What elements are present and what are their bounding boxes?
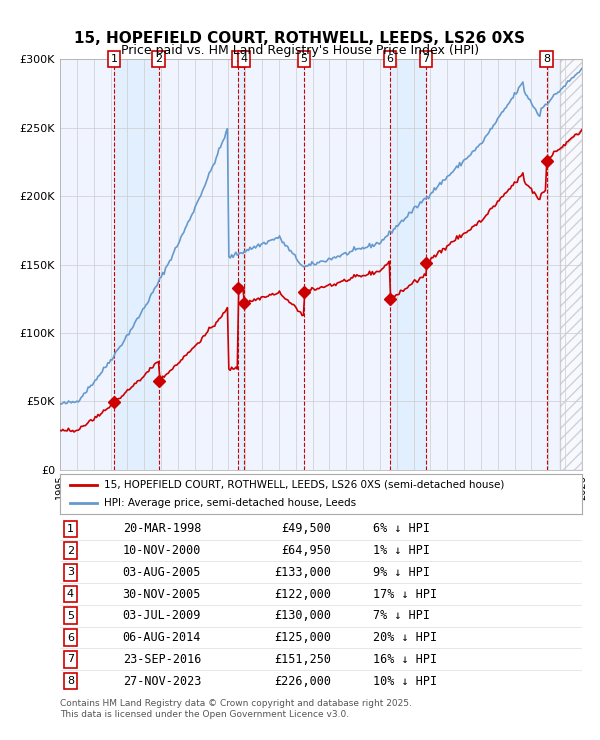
Text: 4: 4 — [67, 589, 74, 599]
Text: £64,950: £64,950 — [281, 544, 331, 557]
Text: £122,000: £122,000 — [274, 588, 331, 601]
Text: 15, HOPEFIELD COURT, ROTHWELL, LEEDS, LS26 0XS: 15, HOPEFIELD COURT, ROTHWELL, LEEDS, LS… — [74, 31, 526, 46]
Text: 3: 3 — [235, 54, 242, 64]
Text: 8: 8 — [543, 54, 550, 64]
Text: HPI: Average price, semi-detached house, Leeds: HPI: Average price, semi-detached house,… — [104, 498, 356, 508]
Text: 17% ↓ HPI: 17% ↓ HPI — [373, 588, 437, 601]
Text: 1: 1 — [67, 524, 74, 534]
Bar — [390, 59, 426, 470]
Text: 4: 4 — [241, 54, 247, 64]
Text: 20-MAR-1998: 20-MAR-1998 — [122, 522, 201, 535]
Text: 9% ↓ HPI: 9% ↓ HPI — [373, 566, 430, 579]
Text: 7: 7 — [67, 654, 74, 665]
Text: 03-JUL-2009: 03-JUL-2009 — [122, 609, 201, 622]
Text: £226,000: £226,000 — [274, 675, 331, 687]
Text: 16% ↓ HPI: 16% ↓ HPI — [373, 653, 437, 666]
Text: 2: 2 — [155, 54, 162, 64]
Text: 7% ↓ HPI: 7% ↓ HPI — [373, 609, 430, 622]
Text: 06-AUG-2014: 06-AUG-2014 — [122, 631, 201, 644]
Text: 5: 5 — [67, 610, 74, 621]
Text: 5: 5 — [301, 54, 308, 64]
Text: £130,000: £130,000 — [274, 609, 331, 622]
Text: 30-NOV-2005: 30-NOV-2005 — [122, 588, 201, 601]
Text: 27-NOV-2023: 27-NOV-2023 — [122, 675, 201, 687]
Text: £151,250: £151,250 — [274, 653, 331, 666]
Text: 15, HOPEFIELD COURT, ROTHWELL, LEEDS, LS26 0XS (semi-detached house): 15, HOPEFIELD COURT, ROTHWELL, LEEDS, LS… — [104, 480, 505, 490]
Text: 2: 2 — [67, 545, 74, 556]
Bar — [114, 59, 158, 470]
Text: 6: 6 — [67, 633, 74, 642]
Text: £49,500: £49,500 — [281, 522, 331, 535]
Text: 1: 1 — [111, 54, 118, 64]
Bar — [560, 59, 582, 470]
Text: 6% ↓ HPI: 6% ↓ HPI — [373, 522, 430, 535]
Text: 7: 7 — [422, 54, 430, 64]
Bar — [238, 59, 244, 470]
Text: 10% ↓ HPI: 10% ↓ HPI — [373, 675, 437, 687]
Text: 03-AUG-2005: 03-AUG-2005 — [122, 566, 201, 579]
Text: Price paid vs. HM Land Registry's House Price Index (HPI): Price paid vs. HM Land Registry's House … — [121, 44, 479, 58]
Text: 23-SEP-2016: 23-SEP-2016 — [122, 653, 201, 666]
Text: 3: 3 — [67, 568, 74, 577]
Text: 1% ↓ HPI: 1% ↓ HPI — [373, 544, 430, 557]
Text: 20% ↓ HPI: 20% ↓ HPI — [373, 631, 437, 644]
Text: 8: 8 — [67, 676, 74, 686]
Text: Contains HM Land Registry data © Crown copyright and database right 2025.: Contains HM Land Registry data © Crown c… — [60, 699, 412, 708]
Text: £125,000: £125,000 — [274, 631, 331, 644]
Text: 10-NOV-2000: 10-NOV-2000 — [122, 544, 201, 557]
Text: 6: 6 — [386, 54, 394, 64]
Text: £133,000: £133,000 — [274, 566, 331, 579]
Text: This data is licensed under the Open Government Licence v3.0.: This data is licensed under the Open Gov… — [60, 710, 349, 719]
